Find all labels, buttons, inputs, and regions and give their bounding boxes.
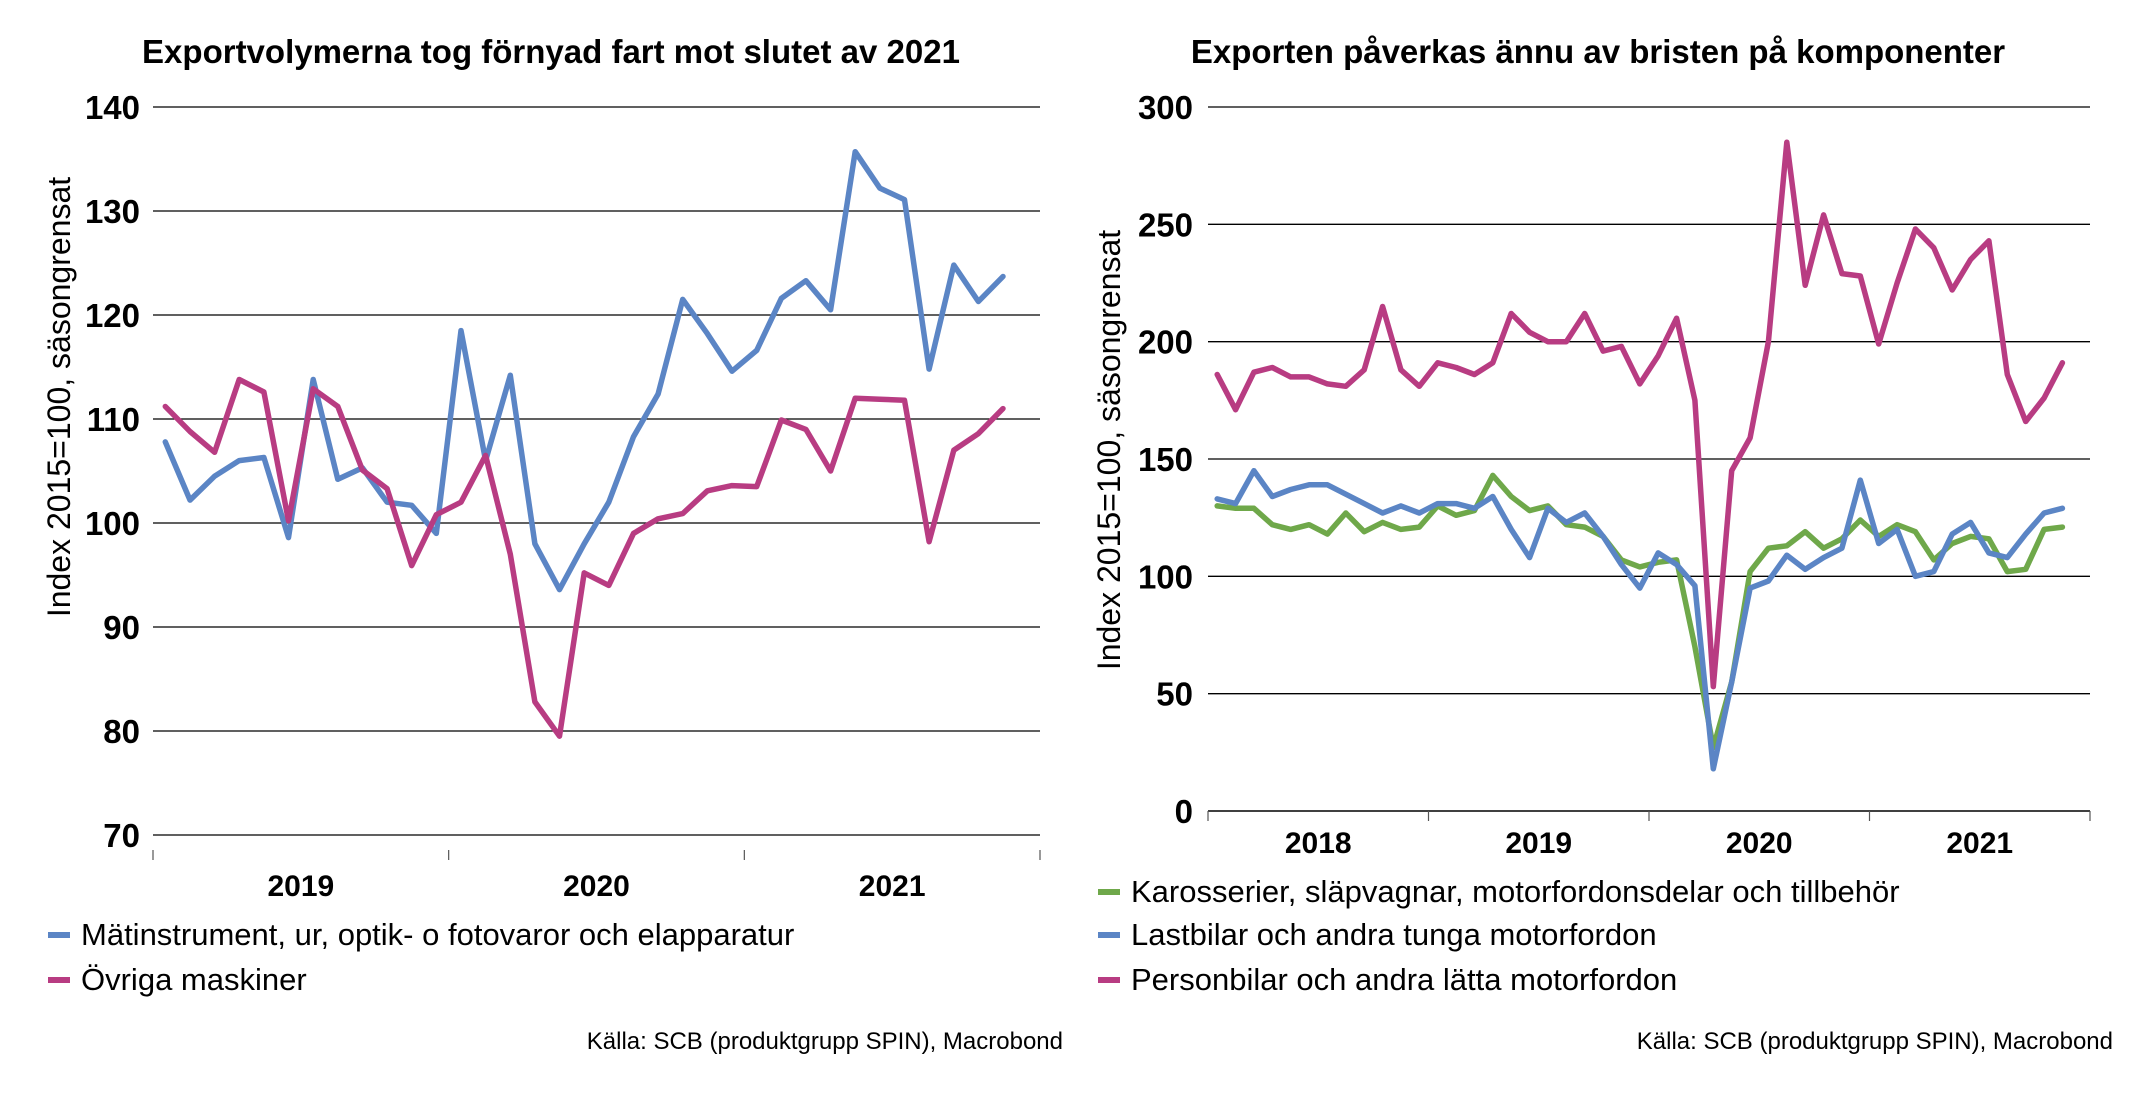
series-line-2 — [162, 376, 1006, 739]
y-tick-label: 120 — [85, 297, 140, 334]
y-tick-label: 50 — [1156, 676, 1193, 713]
left-chart-y-tick-labels: 70 80 90 100 110 120 130 140 — [85, 89, 140, 854]
y-tick-label: 250 — [1138, 206, 1193, 243]
x-tick-label: 2018 — [1285, 827, 1352, 860]
right-chart-series — [1214, 139, 2066, 772]
right-chart-y-axis-label: Index 2015=100, säsongrensat — [1091, 230, 1127, 670]
y-tick-label: 100 — [85, 505, 140, 542]
series-line-1 — [1214, 472, 2066, 751]
y-tick-label: 140 — [85, 89, 140, 126]
left-chart: Exportvolymerna tog förnyad fart mot slu… — [41, 33, 1063, 1055]
x-tick-label: 2020 — [1726, 827, 1793, 860]
x-tick-label: 2020 — [563, 870, 630, 903]
series-line-3 — [1214, 139, 2066, 690]
right-chart-title: Exporten påverkas ännu av bristen på kom… — [1191, 33, 2005, 70]
y-tick-label: 130 — [85, 193, 140, 230]
left-chart-source: Källa: SCB (produktgrupp SPIN), Macrobon… — [587, 1028, 1063, 1055]
left-chart-title: Exportvolymerna tog förnyad fart mot slu… — [142, 33, 960, 70]
x-tick-label: 2019 — [267, 870, 334, 903]
series-line-1 — [162, 148, 1006, 593]
y-tick-label: 90 — [103, 609, 140, 646]
right-chart-source: Källa: SCB (produktgrupp SPIN), Macrobon… — [1637, 1028, 2113, 1055]
left-chart-x-axis: 2019 2020 2021 — [152, 850, 1041, 903]
y-tick-label: 80 — [103, 713, 140, 750]
left-chart-gridlines — [153, 106, 1040, 836]
right-chart-legend: Karosserier, släpvagnar, motorfordonsdel… — [1098, 874, 1900, 997]
y-tick-label: 110 — [87, 401, 140, 438]
legend-label: Mätinstrument, ur, optik- o fotovaror oc… — [81, 917, 794, 952]
x-tick-label: 2021 — [1946, 827, 2013, 860]
right-chart-y-tick-labels: 0 50 100 150 200 250 300 — [1138, 89, 1193, 830]
y-tick-label: 200 — [1138, 324, 1193, 361]
y-tick-label: 100 — [1138, 558, 1193, 595]
legend-label: Karosserier, släpvagnar, motorfordonsdel… — [1131, 874, 1900, 909]
left-chart-y-axis-label: Index 2015=100, säsongrensat — [41, 177, 77, 617]
legend-label: Lastbilar och andra tunga motorfordon — [1131, 917, 1657, 952]
y-tick-label: 300 — [1138, 89, 1193, 126]
legend-label: Personbilar och andra lätta motorfordon — [1131, 962, 1677, 997]
right-chart-x-axis: 2018 2019 2020 2021 — [1207, 810, 2091, 860]
y-tick-label: 70 — [103, 817, 140, 854]
left-chart-legend: Mätinstrument, ur, optik- o fotovaror oc… — [48, 917, 794, 997]
y-tick-label: 150 — [1138, 441, 1193, 478]
series-line-2 — [1214, 467, 2066, 772]
x-tick-label: 2021 — [859, 870, 926, 903]
y-tick-label: 0 — [1175, 793, 1193, 830]
right-chart: Exporten påverkas ännu av bristen på kom… — [1091, 33, 2113, 1055]
legend-label: Övriga maskiner — [81, 962, 307, 997]
x-tick-label: 2019 — [1505, 827, 1572, 860]
left-chart-series — [162, 148, 1006, 739]
right-chart-gridlines — [1208, 106, 2090, 695]
